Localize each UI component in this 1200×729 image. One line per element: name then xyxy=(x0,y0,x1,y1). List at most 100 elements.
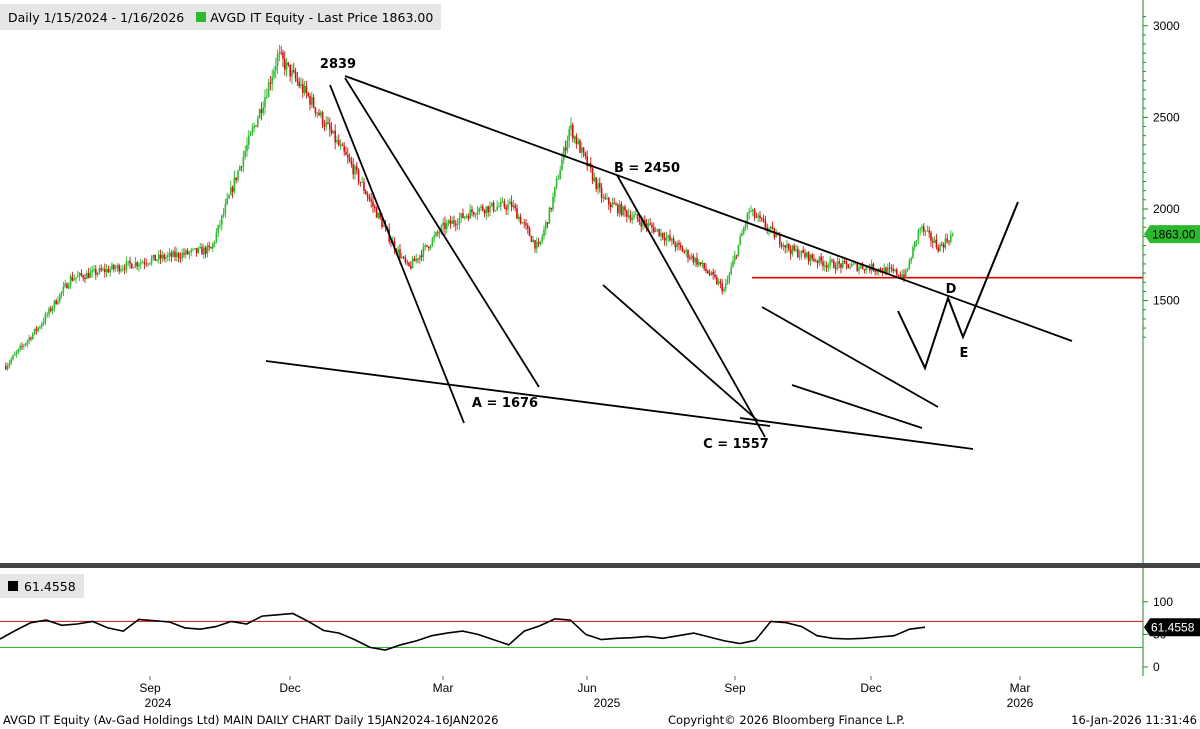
candle-body xyxy=(247,135,250,145)
candle-body xyxy=(712,271,714,275)
candle-body xyxy=(737,244,740,256)
candle-body xyxy=(748,211,750,214)
candle-body xyxy=(708,273,711,275)
candle-body xyxy=(82,275,84,279)
candle-body xyxy=(417,258,419,260)
footer-center: Copyright© 2026 Bloomberg Finance L.P. xyxy=(668,713,905,727)
candle-body xyxy=(778,234,781,245)
candle-body xyxy=(913,241,916,248)
candle-body xyxy=(350,160,353,165)
candle-body xyxy=(793,245,795,251)
candle-body xyxy=(863,269,866,271)
candle-body xyxy=(415,258,417,262)
candle-body xyxy=(710,271,713,275)
trend-line-3 xyxy=(344,77,540,388)
candle-body xyxy=(418,255,421,260)
annotation-0: 2839 xyxy=(320,57,356,72)
candle-body xyxy=(827,264,830,268)
candle-body xyxy=(775,234,777,238)
candle-body xyxy=(454,223,457,226)
candle-body xyxy=(69,276,72,286)
candle-body xyxy=(809,254,812,262)
candle-body xyxy=(859,265,862,268)
candle-body xyxy=(510,201,513,208)
rsi-tick-label-2: 100 xyxy=(1153,595,1173,609)
candle-body xyxy=(553,187,556,197)
candle-body xyxy=(116,265,119,268)
candle-body xyxy=(471,209,473,213)
candle-body xyxy=(96,273,99,275)
trend-line-6 xyxy=(761,306,939,408)
candle-body xyxy=(672,238,675,245)
candle-body xyxy=(919,228,921,230)
candle-body xyxy=(568,129,570,141)
candle-body xyxy=(762,218,765,221)
candle-body xyxy=(541,236,543,242)
candle-body xyxy=(699,262,702,265)
x-year-label-1: 2025 xyxy=(594,696,621,710)
candle-body xyxy=(71,276,74,281)
candle-body xyxy=(283,58,286,70)
candle-body xyxy=(791,245,794,254)
candle-body xyxy=(19,346,21,349)
candle-body xyxy=(451,220,453,225)
candle-body xyxy=(636,214,639,220)
candle-body xyxy=(330,129,333,134)
candle-body xyxy=(526,225,529,229)
candle-body xyxy=(759,215,761,219)
date-range-label: Daily 1/15/2024 - 1/16/2026 xyxy=(8,9,185,25)
candle-body xyxy=(98,268,101,274)
candle-body xyxy=(287,62,290,65)
candle-body xyxy=(321,112,324,125)
candle-body xyxy=(359,181,362,183)
candle-body xyxy=(629,215,632,221)
candle-body xyxy=(138,264,140,267)
candle-body xyxy=(174,251,176,258)
candle-body xyxy=(667,235,669,238)
candle-body xyxy=(816,261,819,264)
candle-body xyxy=(627,215,630,217)
candle-body xyxy=(611,202,614,208)
candle-body xyxy=(481,206,484,211)
candle-body xyxy=(463,216,466,218)
candle-body xyxy=(390,241,392,243)
candle-body xyxy=(256,118,259,127)
candle-body xyxy=(800,250,803,256)
candle-body xyxy=(323,124,326,127)
candle-body xyxy=(157,254,160,260)
candle-body xyxy=(566,140,569,151)
candle-body xyxy=(215,232,218,242)
candle-body xyxy=(364,190,367,195)
candle-body xyxy=(123,268,126,270)
candle-body xyxy=(89,272,92,278)
candle-body xyxy=(246,144,248,152)
candle-body xyxy=(328,123,331,130)
candle-body xyxy=(314,107,317,113)
candle-body xyxy=(514,205,516,209)
candle-body xyxy=(760,218,763,219)
candle-body xyxy=(102,268,104,271)
candle-body xyxy=(258,109,261,119)
candle-body xyxy=(397,249,399,253)
candle-body xyxy=(109,269,111,273)
candle-body xyxy=(946,238,948,242)
candle-body xyxy=(244,151,246,157)
x-month-label-2: Mar xyxy=(433,681,454,695)
annotation-4: D xyxy=(946,282,957,297)
candle-body xyxy=(928,230,930,233)
candle-body xyxy=(458,217,461,225)
candle-body xyxy=(886,267,889,275)
candle-body xyxy=(402,256,405,258)
candle-body xyxy=(447,220,450,224)
candle-body xyxy=(316,112,318,114)
candle-body xyxy=(847,264,849,269)
candle-body xyxy=(393,241,396,250)
candle-body xyxy=(885,267,887,275)
candle-body xyxy=(678,242,680,245)
candle-body xyxy=(717,281,720,284)
candle-body xyxy=(255,125,257,127)
candle-body xyxy=(645,223,648,227)
candle-body xyxy=(692,255,695,263)
candle-body xyxy=(654,229,657,233)
candle-body xyxy=(177,253,180,258)
